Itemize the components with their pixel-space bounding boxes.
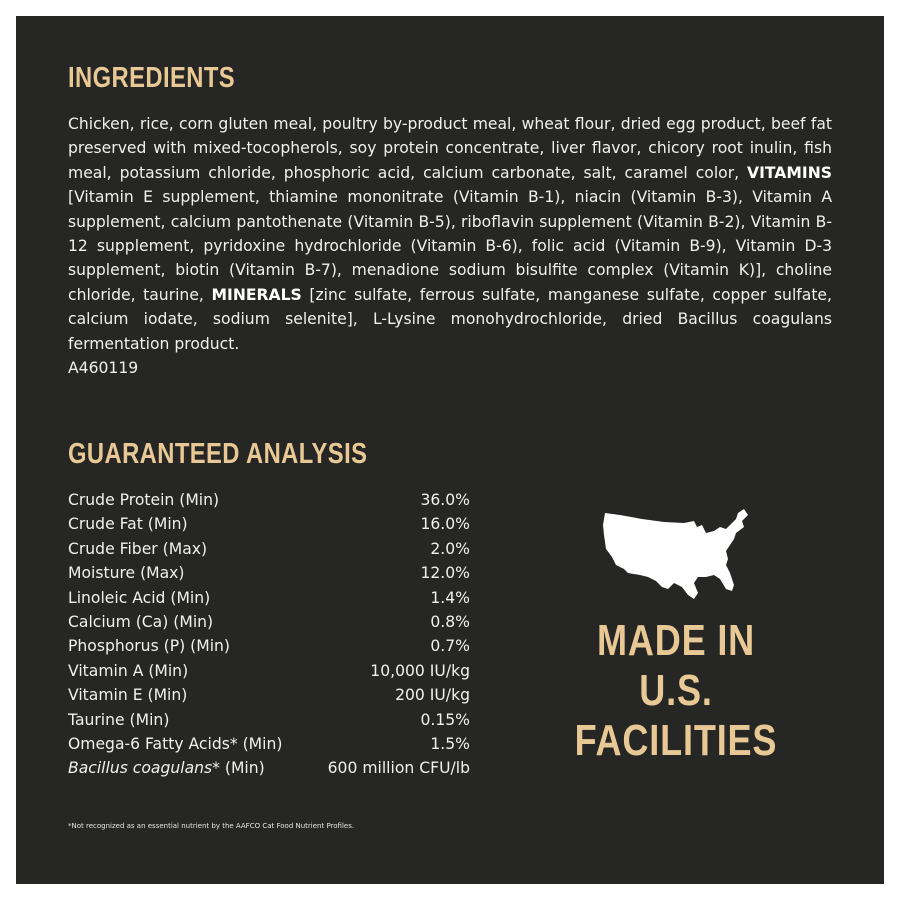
ingredients-part-3: [zinc sulfate, ferrous sulfate, manganes… — [68, 285, 832, 353]
vitamins-label: VITAMINS — [747, 163, 832, 182]
usa-map-icon — [603, 509, 748, 599]
nutrient-name: Vitamin A (Min) — [68, 661, 189, 680]
nutrient-value: 0.15% — [420, 710, 470, 729]
nutrient-name: Crude Protein (Min) — [68, 491, 220, 509]
nutrient-value: 2.0% — [430, 539, 470, 558]
analysis-row: Linoleic Acid (Min) 1.4% — [68, 586, 470, 610]
ingredients-part-2: [Vitamin E supplement, thiamine mononitr… — [68, 188, 832, 304]
product-code: A460119 — [68, 359, 139, 378]
nutrient-value: 0.7% — [430, 637, 470, 656]
analysis-row: Moisture (Max) 12.0% — [68, 561, 470, 585]
nutrient-value: 16.0% — [420, 515, 470, 534]
nutrient-name: Phosphorus (P) (Min) — [68, 637, 231, 656]
nutrient-value: 10,000 IU/kg — [370, 661, 470, 680]
nutrient-value: 36.0% — [420, 491, 470, 509]
ingredients-part-1: Chicken, rice, corn gluten meal, poultry… — [68, 115, 832, 182]
analysis-heading: GUARANTEED ANALYSIS — [68, 438, 368, 470]
ingredients-heading: INGREDIENTS — [68, 62, 236, 94]
minerals-label: MINERALS — [211, 285, 302, 304]
nutrient-name-italic: Bacillus coagulans — [68, 759, 213, 778]
made-in-us-badge: MADE IN U.S. FACILITIES — [546, 616, 806, 766]
nutrient-name: Taurine (Min) — [68, 710, 170, 729]
nutrient-name: Moisture (Max) — [68, 564, 185, 583]
footnote: *Not recognized as an essential nutrient… — [68, 822, 355, 830]
nutrient-name: Vitamin E (Min) — [68, 686, 188, 705]
nutrient-value: 1.5% — [430, 735, 470, 754]
nutrient-name: Crude Fat (Min) — [68, 515, 188, 534]
analysis-row: Bacillus coagulans* (Min) 600 million CFU… — [68, 756, 470, 780]
nutrient-name: Omega-6 Fatty Acids* (Min) — [68, 735, 283, 754]
badge-line-1: MADE IN — [596, 616, 756, 665]
analysis-row: Vitamin A (Min) 10,000 IU/kg — [68, 659, 470, 683]
nutrient-value: 600 million CFU/lb — [327, 759, 470, 778]
analysis-row: Crude Protein (Min) 36.0% — [68, 488, 470, 512]
ingredients-text: Chicken, rice, corn gluten meal, poultry… — [68, 112, 832, 380]
analysis-row: Crude Fiber (Max) 2.0% — [68, 537, 470, 561]
nutrient-value: 200 IU/kg — [395, 686, 470, 705]
analysis-row: Calcium (Ca) (Min) 0.8% — [68, 610, 470, 634]
analysis-row: Phosphorus (P) (Min) 0.7% — [68, 634, 470, 658]
analysis-row: Taurine (Min) 0.15% — [68, 708, 470, 732]
label-panel: INGREDIENTS Chicken, rice, corn gluten m… — [16, 16, 884, 884]
badge-line-2: U.S. — [639, 666, 713, 715]
nutrient-name-suffix: * (Min) — [212, 759, 265, 778]
nutrient-name: Linoleic Acid (Min) — [68, 588, 211, 607]
nutrient-value: 1.4% — [430, 588, 470, 607]
nutrient-value: 0.8% — [430, 613, 470, 632]
analysis-table: Crude Protein (Min) 36.0% Crude Fat (Min) 1… — [68, 488, 470, 781]
analysis-row: Crude Fat (Min) 16.0% — [68, 512, 470, 536]
analysis-row: Vitamin E (Min) 200 IU/kg — [68, 683, 470, 707]
nutrient-name: Calcium (Ca) (Min) — [68, 613, 214, 632]
nutrient-name: Bacillus coagulans* (Min) — [68, 756, 310, 780]
analysis-row: Omega-6 Fatty Acids* (Min) 1.5% — [68, 732, 470, 756]
badge-line-3: FACILITIES — [574, 716, 778, 765]
nutrient-name: Crude Fiber (Max) — [68, 539, 208, 558]
nutrient-value: 12.0% — [420, 564, 470, 583]
